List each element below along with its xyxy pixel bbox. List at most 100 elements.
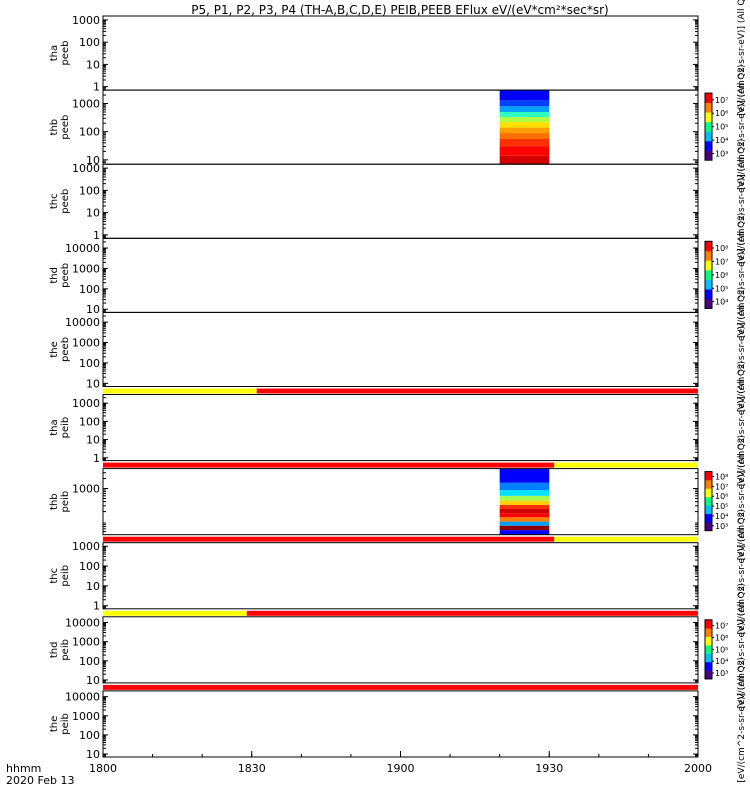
colorbar-segment xyxy=(705,93,712,103)
y-tick-label: 1 xyxy=(93,81,100,94)
y-tick-label: 100 xyxy=(79,357,100,370)
panel-thd-peib: 10 100 1000 10000 thdpeib [eV/(cm^2-s-sr-eV)]… xyxy=(49,583,747,708)
panel-the-peeb: 10 100 1000 10000 thepeeb [eV/(cm^2-s-sr-eV)]… xyxy=(49,287,747,412)
panel-probe-label: tha xyxy=(49,419,60,435)
panel-frame xyxy=(102,163,699,239)
spectrogram-band xyxy=(499,112,550,118)
panel-product-label: peib xyxy=(60,639,71,661)
y-tick-label: 1000 xyxy=(72,14,100,27)
date-label: 2020 Feb 13 xyxy=(6,774,74,787)
spectrogram-band xyxy=(499,508,550,514)
panel-frame xyxy=(102,311,699,387)
colorbar-segment xyxy=(705,260,712,271)
panel-thc-peeb: 1 10 100 1000 thcpeeb [eV/(cm^2-s-sr-eV)] (Al… xyxy=(49,139,747,264)
spectrogram-band xyxy=(499,495,550,501)
spectrogram-band xyxy=(499,122,550,128)
spectrogram-band xyxy=(499,100,550,107)
y-tick-label: 10 xyxy=(86,674,100,687)
panel-frame xyxy=(102,15,699,91)
colorbar-tick-label: 10⁸ xyxy=(715,473,728,482)
panel-probe-label: thc xyxy=(49,193,60,209)
panel-product-label: peib xyxy=(60,417,71,439)
spectrogram-band xyxy=(499,146,550,156)
panel-probe-label: tha xyxy=(49,45,60,61)
y-tick-label: 1000 xyxy=(72,337,100,350)
colorbar-tick-label: 10⁴ xyxy=(715,512,728,521)
colorbar-tick-label: 10⁵ xyxy=(715,284,728,293)
spectrogram-band xyxy=(499,490,550,496)
y-tick-label: 100 xyxy=(79,729,100,742)
colorbar-label: [eV/(cm^2-s-sr-eV)] (All Qs) xyxy=(737,287,747,412)
colorbar-label: [eV/(cm^2-s-sr-eV)] (All Qs) xyxy=(737,435,747,560)
spectrogram-band xyxy=(499,106,550,113)
colorbar-tick-label: 10⁷ xyxy=(715,482,728,491)
panel-product-label: peeb xyxy=(60,337,71,362)
colorbar-segment xyxy=(705,653,712,663)
spectrogram-band xyxy=(499,138,550,147)
colorbar-segment xyxy=(705,289,712,300)
status-bar-segment xyxy=(103,684,698,690)
y-tick-label: 1 xyxy=(93,600,100,613)
panel-frame xyxy=(102,542,699,610)
colorbar-segment xyxy=(705,505,712,515)
status-bar-segment xyxy=(256,388,698,394)
colorbar-label: [eV/(cm^2-s-sr-eV)] (All Qs) xyxy=(737,0,747,116)
panel-label: thbpeeb xyxy=(49,115,71,140)
panel-thd-peeb: 10 100 1000 10000 thdpeeb [eV/(cm^2-s-sr-eV)]… xyxy=(49,213,747,338)
spectrogram-band xyxy=(499,530,550,535)
y-tick-label: 100 xyxy=(79,655,100,668)
y-tick-label: 100 xyxy=(79,126,100,139)
spectrogram-band xyxy=(499,482,550,491)
colorbar-segment xyxy=(705,150,712,161)
spectrogram-band xyxy=(499,517,550,522)
colorbar-label: [eV/(cm^2-s-sr-eV)] (All Qs) xyxy=(737,583,747,708)
panel-product-label: peib xyxy=(60,565,71,587)
y-tick-label: 10 xyxy=(86,58,100,71)
colorbar-segment xyxy=(705,279,712,290)
y-tick-label: 1000 xyxy=(72,636,100,649)
status-bar-segment xyxy=(103,536,555,542)
y-tick-label: 10 xyxy=(86,580,100,593)
panel-product-label: peeb xyxy=(60,115,71,140)
colorbar-tick-label: 10³ xyxy=(715,669,728,678)
colorbar-label: [eV/(cm^2-s-sr-eV)] (All Qs) xyxy=(737,657,747,782)
y-tick-label: 100 xyxy=(79,560,100,573)
y-tick-label: 10000 xyxy=(65,316,100,329)
panel-label: thcpeib xyxy=(49,565,71,587)
colorbar-segment xyxy=(705,513,712,523)
colorbar-segment xyxy=(705,241,712,252)
spectrogram-band xyxy=(499,513,550,518)
colorbar-tick-label: 10⁵ xyxy=(715,645,728,654)
colorbar-tick-label: 10³ xyxy=(715,522,728,531)
colorbar-tick-label: 10⁶ xyxy=(715,109,728,118)
panel-label: thepeeb xyxy=(49,337,71,362)
colorbar-segment xyxy=(705,522,712,531)
y-tick-label: 10000 xyxy=(65,242,100,255)
spectrogram-band xyxy=(499,132,550,139)
y-tick-label: 10000 xyxy=(65,691,100,704)
y-tick-label: 1 xyxy=(93,229,100,242)
colorbar-tick-label: 10⁷ xyxy=(715,622,728,631)
y-tick-label: 10 xyxy=(86,748,100,761)
panel-probe-label: the xyxy=(49,716,60,732)
y-tick-label: 1000 xyxy=(72,397,100,410)
colorbar-tick-label: 10⁵ xyxy=(715,502,728,511)
y-tick-label: 1000 xyxy=(72,162,100,175)
chart-title: P5, P1, P2, P3, P4 (TH-A,B,C,D,E) PEIB,P… xyxy=(191,3,608,17)
y-tick-label: 10 xyxy=(86,154,100,167)
panel-frame xyxy=(102,690,699,758)
panel-product-label: peeb xyxy=(60,189,71,214)
colorbar-tick-label: 10⁴ xyxy=(715,657,728,666)
panel-frame xyxy=(102,468,699,536)
y-tick-label: 10 xyxy=(86,434,100,447)
panel-probe-label: thc xyxy=(49,568,60,584)
panel-product-label: peeb xyxy=(60,41,71,66)
panel-probe-label: thb xyxy=(49,493,60,510)
colorbar-label: [eV/(cm^2-s-sr-eV)] (All Qs) xyxy=(737,361,747,486)
colorbar-segment xyxy=(705,112,712,123)
x-tick-label: 1830 xyxy=(238,762,266,775)
colorbar-tick-label: 10⁴ xyxy=(715,136,728,145)
